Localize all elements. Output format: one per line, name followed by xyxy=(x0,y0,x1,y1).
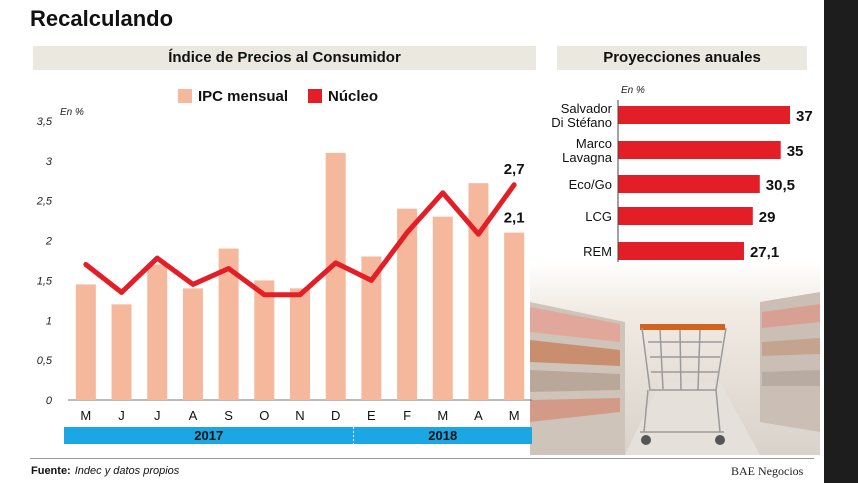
projection-bar xyxy=(618,141,781,159)
y-tick-label: 2,5 xyxy=(36,196,53,208)
data-label: 2,7 xyxy=(504,161,525,178)
year-band xyxy=(353,427,532,444)
data-label: 2,1 xyxy=(504,210,525,227)
ipc-bar xyxy=(147,264,168,400)
x-tick-label: M xyxy=(509,408,520,423)
legend-label-nucleo: Núcleo xyxy=(328,88,378,105)
ipc-unit-label: En % xyxy=(60,107,84,118)
ipc-bar xyxy=(254,280,275,400)
x-tick-label: D xyxy=(331,408,340,423)
projection-value-label: 35 xyxy=(787,143,804,160)
projection-unit-label: En % xyxy=(621,85,645,96)
projection-category-label: REM xyxy=(583,244,612,259)
year-label: 2018 xyxy=(428,428,457,443)
source-note: Fuente: Indec y datos propios xyxy=(31,465,179,477)
y-tick-label: 1 xyxy=(46,315,52,327)
source-label: Fuente: xyxy=(31,465,71,477)
ipc-bar xyxy=(432,216,453,400)
projection-value-label: 30,5 xyxy=(766,177,795,194)
y-tick-label: 0,5 xyxy=(37,355,53,367)
x-tick-label: E xyxy=(367,408,376,423)
y-tick-label: 3,5 xyxy=(37,116,53,128)
projection-value-label: 37 xyxy=(796,108,813,125)
footer-divider xyxy=(30,458,814,459)
projection-category-label: Salvador xyxy=(561,101,613,116)
projection-category-label: LCG xyxy=(585,209,612,224)
projection-bar xyxy=(618,106,790,124)
y-tick-label: 2 xyxy=(45,236,52,248)
x-tick-label: N xyxy=(295,408,304,423)
x-tick-label: O xyxy=(259,408,269,423)
projection-category-label: Marco xyxy=(576,136,612,151)
x-tick-label: S xyxy=(224,408,233,423)
ipc-bar xyxy=(504,232,525,400)
ipc-chart-title: Índice de Precios al Consumidor xyxy=(33,46,536,70)
ipc-bar xyxy=(182,288,203,400)
x-tick-label: A xyxy=(474,408,483,423)
page-title: Recalculando xyxy=(30,6,174,31)
ipc-bar xyxy=(468,183,489,400)
x-tick-label: F xyxy=(403,408,411,423)
ipc-bar xyxy=(218,248,239,400)
projection-value-label: 27,1 xyxy=(750,244,779,261)
projection-bar xyxy=(618,242,744,260)
ipc-bar xyxy=(397,208,418,400)
legend-label-ipc: IPC mensual xyxy=(198,88,288,105)
source-text: Indec y datos propios xyxy=(74,465,180,477)
projection-value-label: 29 xyxy=(759,209,776,226)
year-band xyxy=(64,427,354,444)
projection-category-label: Lavagna xyxy=(562,150,613,165)
y-tick-label: 0 xyxy=(46,395,53,407)
projections-title: Proyecciones anuales xyxy=(557,46,807,70)
y-tick-label: 1,5 xyxy=(37,275,53,287)
projection-category-label: Eco/Go xyxy=(569,177,612,192)
projection-bar xyxy=(618,175,760,193)
ipc-bar xyxy=(75,284,96,400)
legend-swatch-ipc xyxy=(178,89,192,103)
legend-swatch-nucleo xyxy=(308,89,322,103)
x-tick-label: M xyxy=(437,408,448,423)
ipc-bar xyxy=(290,288,310,400)
year-label: 2017 xyxy=(194,428,223,443)
ipc-bar xyxy=(361,256,382,400)
ipc-bar xyxy=(325,152,346,400)
ipc-bar xyxy=(111,304,132,400)
x-tick-label: J xyxy=(154,408,161,423)
projection-bar xyxy=(618,207,753,225)
right-dark-border xyxy=(824,0,858,483)
nucleo-line xyxy=(83,182,517,298)
x-tick-label: A xyxy=(189,408,198,423)
publisher-credit: BAE Negocios xyxy=(731,464,804,478)
x-tick-label: M xyxy=(80,408,91,423)
projection-category-label: Di Stéfano xyxy=(551,115,612,130)
supermarket-cart-photo xyxy=(530,262,820,455)
x-tick-label: J xyxy=(118,408,125,423)
y-tick-label: 3 xyxy=(46,156,53,168)
